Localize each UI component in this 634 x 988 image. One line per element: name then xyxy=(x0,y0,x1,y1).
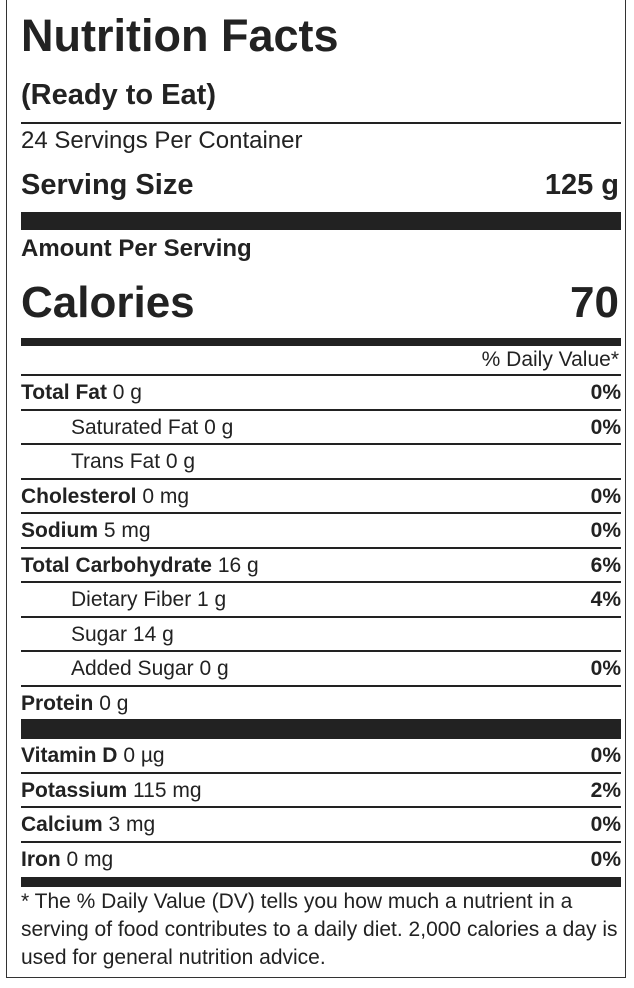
nutrient-amount: 0 g xyxy=(199,657,229,680)
nutrient-amount: 16 g xyxy=(217,553,259,577)
serving-size-value: 125 g xyxy=(544,169,619,201)
dv-header: % Daily Value* xyxy=(481,348,619,371)
nutrient-amount: 0 g xyxy=(165,450,196,473)
nutrient: Total Carbohydrate 16 g xyxy=(21,549,259,583)
nutrient-row: Protein 0 g xyxy=(21,687,621,721)
thick-rule xyxy=(21,877,621,887)
nutrient-name: Trans Fat xyxy=(71,450,161,473)
rule xyxy=(21,737,621,739)
nutrient-name: Cholesterol xyxy=(21,484,137,508)
daily-value: 4% xyxy=(590,588,621,611)
nutrient-row: Sugar 14 g xyxy=(21,618,621,652)
nutrient-amount: 0 g xyxy=(112,381,142,404)
nutrient-amount: 0 µg xyxy=(123,744,165,767)
rule xyxy=(21,806,621,808)
nutrient: Sodium 5 mg xyxy=(21,514,151,548)
daily-value: 0% xyxy=(590,484,621,508)
nutrient-name: Calcium xyxy=(21,813,103,836)
rule xyxy=(21,581,621,583)
nutrient-name: Potassium xyxy=(21,778,128,802)
thick-rule xyxy=(21,212,621,230)
nutrient-amount: 14 g xyxy=(132,622,174,646)
nutrition-label: Nutrition Facts (Ready to Eat) 24 Servin… xyxy=(6,0,626,978)
nutrient-amount: 0 g xyxy=(204,415,234,439)
nutrient-row: Saturated Fat 0 g 0% xyxy=(21,411,621,445)
daily-value: 0% xyxy=(590,847,621,871)
nutrient-name: Total Carbohydrate xyxy=(21,553,212,577)
nutrient-row: Dietary Fiber 1 g 4% xyxy=(21,583,621,617)
daily-value: 0% xyxy=(590,813,621,836)
nutrient: Cholesterol 0 mg xyxy=(21,480,189,514)
nutrient-amount: 115 mg xyxy=(133,778,202,802)
nutrient: Iron 0 mg xyxy=(21,843,113,877)
nutrient: Trans Fat 0 g xyxy=(71,445,195,479)
nutrient: Calcium 3 mg xyxy=(21,808,155,842)
nutrient: Sugar 14 g xyxy=(71,618,174,652)
subtitle: (Ready to Eat) xyxy=(21,79,216,111)
calories-value: 70 xyxy=(570,278,619,327)
daily-value: 0% xyxy=(590,744,621,767)
nutrient-row: Total Carbohydrate 16 g 6% xyxy=(21,549,621,583)
rule xyxy=(21,615,621,618)
title: Nutrition Facts xyxy=(21,10,339,61)
serving-size-label: Serving Size xyxy=(21,169,194,201)
nutrient: Dietary Fiber 1 g xyxy=(71,583,226,617)
nutrient-name: Iron xyxy=(21,847,61,871)
nutrient-amount: 5 mg xyxy=(103,519,151,542)
nutrient: Vitamin D 0 µg xyxy=(21,739,165,773)
nutrient: Protein 0 g xyxy=(21,687,128,721)
rule xyxy=(21,684,621,687)
daily-value: 2% xyxy=(590,778,621,802)
nutrient-name: Sodium xyxy=(21,519,98,542)
daily-value: 0% xyxy=(590,381,621,404)
nutrient-row: Total Fat 0 g 0% xyxy=(21,376,621,410)
nutrient-name: Total Fat xyxy=(21,381,107,404)
nutrient-name: Dietary Fiber xyxy=(71,588,192,611)
calories-label: Calories xyxy=(21,278,195,327)
servings: 24 Servings Per Container xyxy=(21,127,303,154)
nutrient-amount: 0 mg xyxy=(66,847,114,871)
rule xyxy=(21,840,621,843)
nutrient: Saturated Fat 0 g xyxy=(71,411,233,445)
nutrient-amount: 0 mg xyxy=(142,484,190,508)
rule xyxy=(21,771,621,774)
nutrient-row: Trans Fat 0 g xyxy=(21,445,621,479)
daily-value: 6% xyxy=(590,553,621,577)
rule xyxy=(21,512,621,514)
rule xyxy=(21,122,621,124)
rule xyxy=(21,443,621,445)
nutrient-name: Vitamin D xyxy=(21,744,118,767)
medium-rule xyxy=(21,338,621,346)
rule xyxy=(21,650,621,652)
nutrient-name: Added Sugar xyxy=(71,657,194,680)
nutrient-row: Added Sugar 0 g 0% xyxy=(21,652,621,686)
daily-value: 0% xyxy=(590,415,621,439)
daily-value: 0% xyxy=(590,657,621,680)
nutrient-row: Sodium 5 mg 0% xyxy=(21,514,621,548)
nutrient-row: Calcium 3 mg 0% xyxy=(21,808,621,842)
nutrient-name: Protein xyxy=(21,691,94,715)
nutrient-amount: 1 g xyxy=(197,588,227,611)
daily-value: 0% xyxy=(590,519,621,542)
rule xyxy=(21,477,621,480)
nutrient: Added Sugar 0 g xyxy=(71,652,229,686)
nutrient-row: Potassium 115 mg 2% xyxy=(21,774,621,808)
nutrient-name: Saturated Fat xyxy=(71,415,199,439)
nutrient-row: Iron 0 mg 0% xyxy=(21,843,621,877)
thick-rule xyxy=(21,719,621,739)
nutrient: Total Fat 0 g xyxy=(21,376,142,410)
nutrient-amount: 3 mg xyxy=(108,813,156,836)
rule xyxy=(21,408,621,411)
nutrient: Potassium 115 mg xyxy=(21,774,202,808)
nutrient-row: Vitamin D 0 µg 0% xyxy=(21,739,621,773)
rule xyxy=(21,546,621,549)
nutrient-amount: 0 g xyxy=(99,691,129,715)
rule xyxy=(21,374,621,376)
nutrient-name: Sugar xyxy=(71,622,128,646)
nutrient-row: Cholesterol 0 mg 0% xyxy=(21,480,621,514)
amount-per-serving: Amount Per Serving xyxy=(21,235,252,262)
footnote: * The % Daily Value (DV) tells you how m… xyxy=(21,890,618,969)
